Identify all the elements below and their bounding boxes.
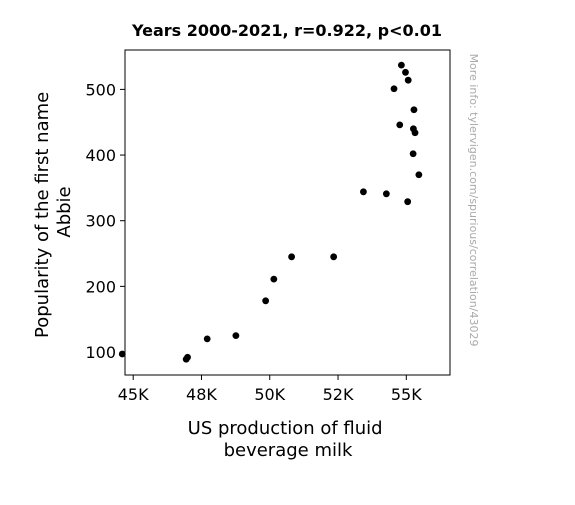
y-axis-label-line-1: Popularity of the first name xyxy=(32,92,53,338)
data-point xyxy=(232,332,240,340)
x-tick-label: 45K xyxy=(118,385,149,404)
data-point xyxy=(415,171,423,179)
source-watermark: More info: tylervigen.com/spurious/corre… xyxy=(467,54,480,347)
data-point xyxy=(270,275,278,283)
data-point xyxy=(288,253,295,261)
data-point xyxy=(402,68,409,76)
x-tick-label: 55K xyxy=(391,385,422,404)
y-tick-label: 500 xyxy=(85,80,116,99)
y-axis-label-line-2: Abbie xyxy=(54,186,75,237)
x-tick-label: 48K xyxy=(186,385,217,404)
x-tick-label: 52K xyxy=(323,385,354,404)
data-point xyxy=(360,188,367,196)
plot-area-frame xyxy=(124,49,451,376)
data-point xyxy=(404,76,412,84)
x-axis-ticks: 45K 48K 50K 52K 55K xyxy=(118,375,422,404)
x-axis-label-line-2: beverage milk xyxy=(224,440,353,461)
y-axis-ticks: 100 200 300 400 500 xyxy=(85,80,125,362)
data-point xyxy=(404,198,412,206)
data-points xyxy=(118,61,423,363)
data-point xyxy=(410,106,418,114)
data-point xyxy=(396,121,404,129)
x-axis-label-line-1: US production of fluid xyxy=(188,418,383,439)
data-point xyxy=(397,61,405,69)
chart-title: Years 2000-2021, r=0.922, p<0.01 xyxy=(131,21,442,40)
data-point xyxy=(184,353,191,361)
data-point xyxy=(203,335,211,343)
data-point xyxy=(382,190,390,198)
data-point xyxy=(330,253,338,261)
data-point xyxy=(409,150,417,158)
y-tick-label: 100 xyxy=(85,343,116,362)
y-tick-label: 300 xyxy=(85,212,116,231)
y-tick-label: 200 xyxy=(85,277,116,296)
data-point xyxy=(411,129,419,137)
y-axis-label: Popularity of the first name Abbie xyxy=(32,86,75,338)
x-axis-label: US production of fluid beverage milk xyxy=(188,418,389,461)
data-point xyxy=(118,350,126,358)
data-point xyxy=(262,297,270,305)
x-tick-label: 50K xyxy=(254,385,285,404)
y-tick-label: 400 xyxy=(85,146,116,165)
data-point xyxy=(390,85,398,93)
